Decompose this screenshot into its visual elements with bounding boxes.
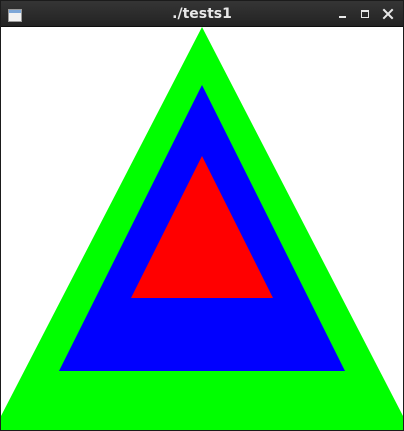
- drawing-canvas: [1, 27, 403, 430]
- maximize-button[interactable]: [356, 5, 374, 23]
- close-button[interactable]: [379, 5, 397, 23]
- title-bar[interactable]: ./tests1: [1, 1, 403, 27]
- triangles-drawing: [1, 27, 403, 430]
- window-title: ./tests1: [172, 6, 232, 22]
- minimize-icon: [339, 16, 346, 18]
- close-icon: [382, 8, 394, 20]
- minimize-button[interactable]: [334, 5, 352, 23]
- inner-triangle: [131, 156, 273, 298]
- window-icon[interactable]: [8, 7, 22, 22]
- maximize-icon: [361, 10, 369, 18]
